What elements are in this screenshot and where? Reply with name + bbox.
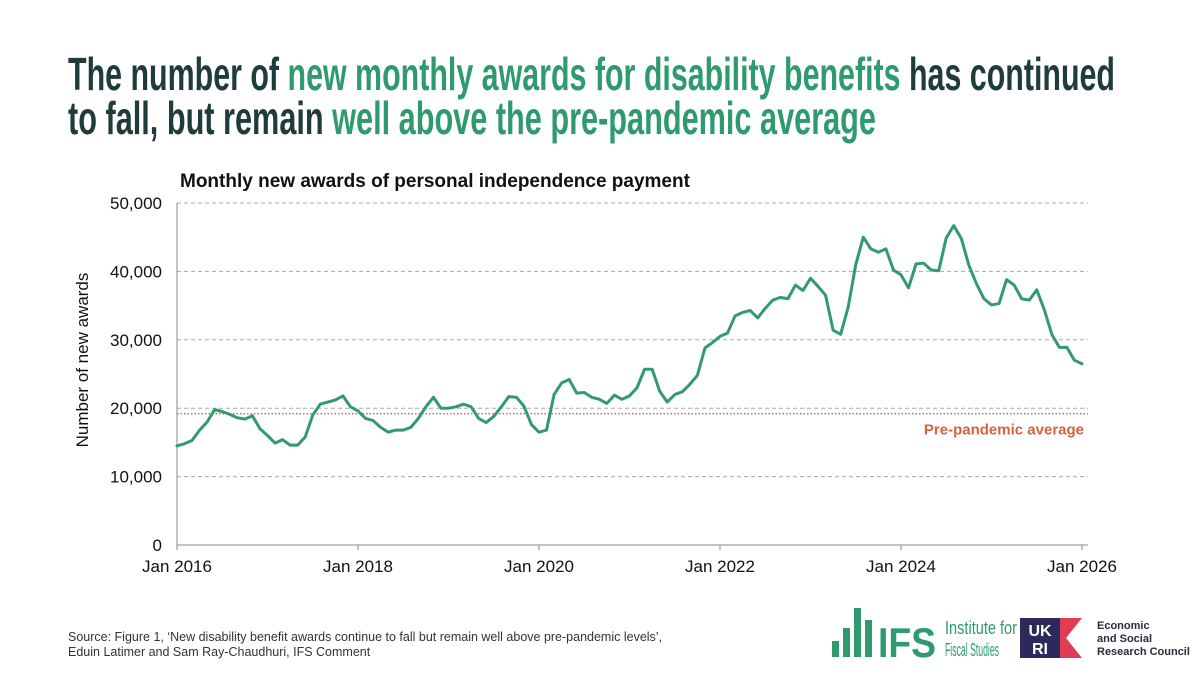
headline-segment: The number of	[68, 48, 288, 100]
x-tick-label: Jan 2018	[323, 557, 393, 576]
logo-arrow	[1060, 618, 1082, 658]
logo-bar	[832, 641, 839, 657]
logo-name: Economic	[1097, 620, 1150, 632]
reference-label: Pre-pandemic average	[924, 422, 1084, 439]
y-axis-label: Number of new awards	[73, 273, 92, 448]
logo-bar	[854, 608, 861, 657]
logo-name: Fiscal Studies	[945, 640, 999, 660]
headline-segment: has continued	[901, 48, 1115, 100]
y-tick-label: 40,000	[110, 262, 162, 281]
headline-line: The number of new monthly awards for dis…	[68, 48, 1115, 100]
x-tick-label: Jan 2022	[685, 557, 755, 576]
source-line: Eduin Latimer and Sam Ray-Chaudhuri, IFS…	[68, 645, 371, 659]
y-tick-label: 10,000	[110, 468, 162, 487]
logo-name: and Social	[1097, 633, 1152, 645]
chart-title: Monthly new awards of personal independe…	[180, 171, 691, 192]
x-tick-label: Jan 2026	[1047, 557, 1117, 576]
data-line	[175, 224, 1084, 448]
x-tick-label: Jan 2020	[504, 557, 574, 576]
ifs-logo: IFS Institute for Fiscal Studies	[832, 608, 1017, 666]
logo-name: Institute for	[945, 618, 1017, 638]
x-tick-label: Jan 2024	[866, 557, 936, 576]
source-line: Source: Figure 1, ‘New disability benefi…	[68, 630, 662, 644]
headline-segment: to fall, but remain	[68, 92, 332, 144]
logo-name: Research Council	[1097, 646, 1190, 658]
logo-mark: IFS	[878, 619, 936, 666]
logo-bar	[843, 628, 850, 657]
logo-box	[1020, 618, 1060, 658]
headline-segment: new monthly awards for disability benefi…	[288, 48, 901, 100]
y-tick-label: 20,000	[110, 399, 162, 418]
headline-line: to fall, but remain well above the pre-p…	[68, 92, 876, 144]
ukri-logo: UK RI Economic and Social Research Counc…	[1020, 618, 1190, 658]
logo-mark: RI	[1032, 641, 1048, 658]
headline-segment: well above the pre-pandemic average	[332, 92, 876, 144]
logo-mark: UK	[1028, 623, 1052, 640]
y-tick-label: 0	[153, 536, 162, 555]
y-tick-label: 30,000	[110, 331, 162, 350]
logo-bar	[865, 620, 872, 657]
x-tick-label: Jan 2016	[142, 557, 212, 576]
y-tick-label: 50,000	[110, 194, 162, 213]
